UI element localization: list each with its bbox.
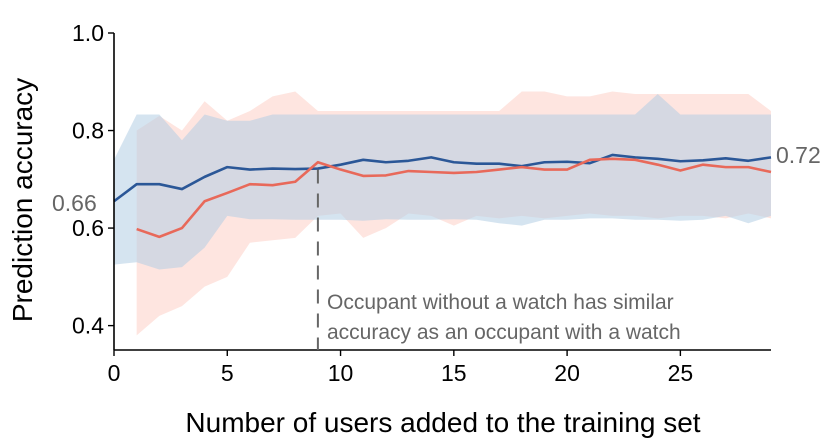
series-line-2 bbox=[136, 157, 772, 239]
confidence-bands bbox=[114, 91, 772, 336]
y-tick-label: 0.6 bbox=[72, 215, 104, 241]
x-tick-label: 5 bbox=[221, 360, 234, 386]
x-axis-label: Number of users added to the training se… bbox=[185, 407, 700, 438]
x-tick-label: 15 bbox=[441, 360, 467, 386]
series-line-1 bbox=[113, 153, 772, 203]
annotation-line-1: Occupant without a watch has similar bbox=[327, 291, 674, 314]
y-axis-label: Prediction accuracy bbox=[7, 78, 38, 322]
end-value-label: 0.72 bbox=[776, 142, 821, 168]
x-tick-label: 20 bbox=[554, 360, 580, 386]
start-value-label: 0.66 bbox=[52, 190, 97, 216]
series-lines bbox=[113, 153, 772, 239]
y-tick-label: 1.0 bbox=[72, 20, 104, 46]
x-tick-label: 0 bbox=[108, 360, 121, 386]
annotation-line-2: accuracy as an occupant with a watch bbox=[327, 321, 681, 344]
axes: 0 5 10 15 20 25 0.4 0.6 0.8 1.0 bbox=[72, 20, 771, 386]
x-tick-label: 25 bbox=[668, 360, 694, 386]
confidence-band-1 bbox=[114, 93, 771, 270]
y-tick-label: 0.4 bbox=[72, 313, 104, 339]
x-tick-label: 10 bbox=[328, 360, 354, 386]
y-tick-label: 0.8 bbox=[72, 118, 104, 144]
